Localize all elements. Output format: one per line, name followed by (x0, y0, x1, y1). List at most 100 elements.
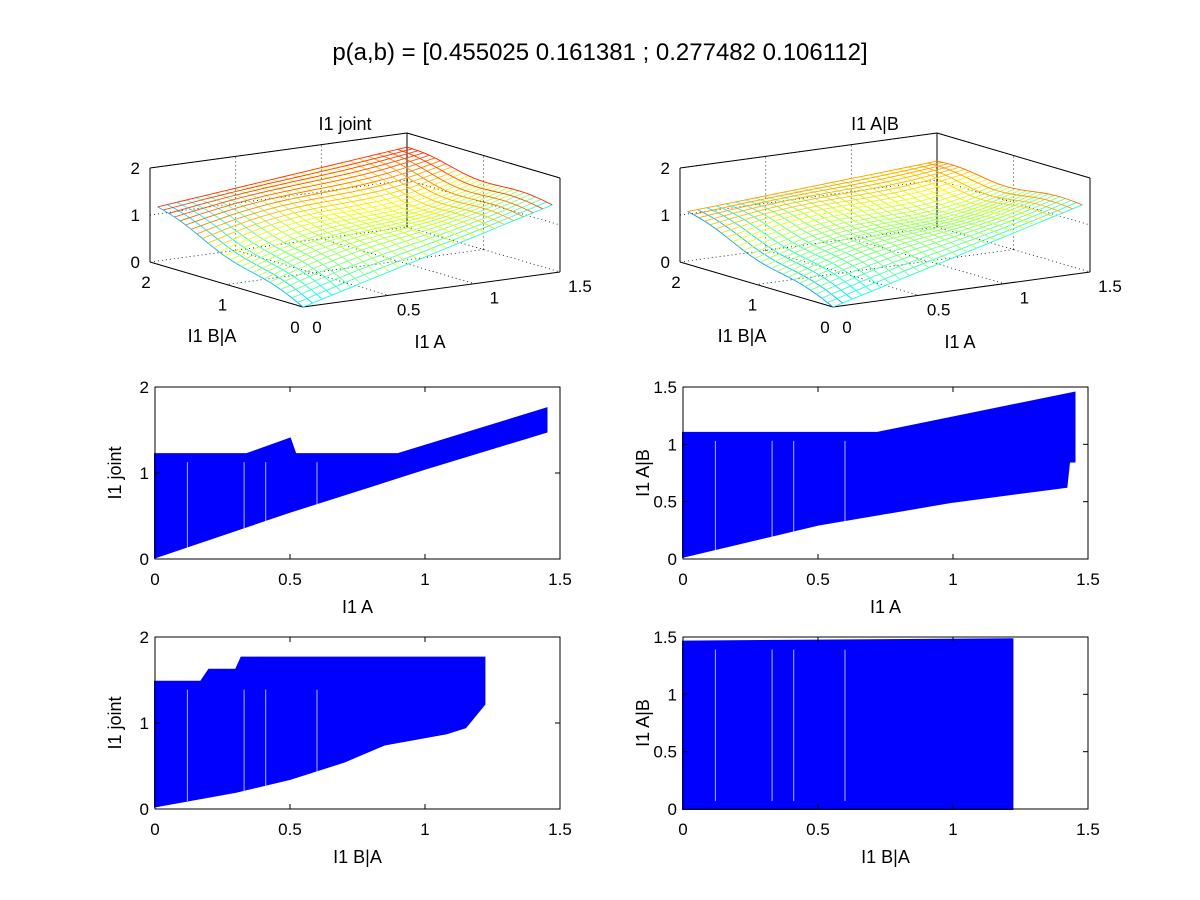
z-tick-label: 0 (661, 253, 670, 272)
y-tick-label: 0.5 (653, 493, 677, 512)
grid-line (149, 179, 408, 216)
surface-mesh-line (869, 174, 1016, 233)
y-tick-label: 1 (140, 464, 149, 483)
grid-line (679, 226, 938, 263)
surface-mesh-line (320, 167, 467, 241)
x-tick-label: 1 (420, 570, 429, 589)
surface-mesh-line (850, 178, 997, 241)
y-tick-label: 0 (668, 800, 677, 819)
surface-mesh-line (224, 177, 475, 257)
grid-line (226, 249, 484, 285)
surface-mesh-line (358, 158, 505, 225)
x-tick-label: 1 (948, 820, 957, 839)
surface-mesh-line (698, 163, 949, 219)
surface-mesh-line (732, 176, 982, 243)
surface-mesh-line (821, 183, 968, 253)
y-tick-label: 2 (671, 273, 680, 292)
x-tick-label: 1 (490, 289, 499, 308)
surface-mesh-line (191, 160, 441, 230)
surface-mesh-line (202, 166, 452, 239)
surface-mesh-line (888, 170, 1035, 225)
x-tick-label: 1.5 (548, 570, 572, 589)
surface-mesh-line (349, 160, 495, 229)
x-tick-label: 1.5 (568, 277, 592, 296)
surface-mesh-line (760, 186, 1010, 263)
surface-mesh-line (748, 183, 999, 256)
x-axis-label: I1 A (414, 332, 445, 352)
x-tick-label: 1 (948, 570, 957, 589)
x-tick-label: 0.5 (278, 570, 302, 589)
scatter-points (154, 407, 548, 559)
x-tick-label: 0.5 (278, 820, 302, 839)
y-tick-label: 0 (668, 550, 677, 569)
x-tick-label: 0 (842, 318, 851, 337)
surface-mesh-line (280, 194, 531, 290)
surface-mesh-line (339, 162, 486, 233)
x-tick-label: 0 (312, 318, 321, 337)
y-tick-label: 0.5 (653, 743, 677, 762)
grid-line (936, 179, 1091, 226)
y-tick-label: 0 (290, 318, 299, 337)
grid-line (406, 132, 561, 179)
y-tick-label: 0 (140, 800, 149, 819)
surface-mesh-line (715, 168, 966, 230)
surface-mesh-line (693, 161, 943, 215)
surface-mesh-line (687, 160, 937, 213)
grid-line (149, 226, 408, 263)
y-tick-label: 1 (668, 435, 677, 454)
y-tick-label: 0 (140, 550, 149, 569)
z-tick-label: 0 (131, 253, 140, 272)
grid-line (149, 261, 304, 308)
y-axis-label: I1 A|B (633, 699, 653, 747)
surface-mesh-line (387, 151, 534, 214)
surface-mesh-line (704, 164, 954, 222)
surface-mesh-line (196, 163, 447, 235)
grid-line (679, 261, 834, 308)
grid-line (936, 226, 1091, 273)
surface-mesh-line (213, 172, 463, 249)
grid-line (679, 132, 938, 169)
scatter-plot-4: 0 0.5 1 1.5 0 0.5 1 1.5 I1 A I1 A|B (633, 378, 1100, 617)
x-tick-label: 0 (150, 570, 159, 589)
scatter-points (682, 391, 1076, 558)
surface-mesh-line (754, 197, 901, 280)
x-tick-label: 0.5 (806, 570, 830, 589)
y-tick-label: 2 (141, 273, 150, 292)
surface-mesh-line (301, 171, 448, 249)
grid-line (406, 226, 561, 273)
grid-line (321, 238, 475, 285)
y-axis-label: I1 B|A (718, 326, 767, 346)
x-tick-label: 0.5 (806, 820, 830, 839)
axes-box (682, 386, 1089, 560)
surface-mesh-line (185, 157, 436, 226)
axes-box (682, 636, 1089, 810)
x-tick-label: 1 (1020, 289, 1029, 308)
surface-mesh-line (754, 185, 1005, 259)
x-tick-label: 1.5 (1098, 277, 1122, 296)
x-axis-label: I1 A (342, 597, 373, 617)
surface-mesh-line (832, 204, 1083, 308)
surface-mesh-line (406, 146, 553, 206)
surface-mesh-line (908, 166, 1054, 218)
surface-mesh-line (898, 168, 1045, 222)
surface-mesh-line (917, 164, 1064, 214)
y-axis-label: I1 B|A (188, 326, 237, 346)
surface-mesh-line (860, 176, 1006, 237)
scatter-points (682, 638, 1014, 810)
grid-line (235, 249, 389, 296)
y-tick-label: 1 (668, 685, 677, 704)
x-tick-label: 1.5 (1076, 570, 1100, 589)
grid-line (756, 249, 1014, 285)
z-tick-label: 2 (661, 159, 670, 178)
x-tick-label: 1.5 (548, 820, 572, 839)
scatter-plot-5: 0 0.5 1 1.5 0 1 2 I1 B|A I1 joint (105, 628, 572, 867)
surface-mesh-line (879, 172, 1025, 229)
y-tick-label: 1 (218, 296, 227, 315)
surface-mesh-line (168, 150, 419, 214)
y-tick-label: 0 (820, 318, 829, 337)
y-tick-label: 1 (140, 714, 149, 733)
x-tick-label: 1 (420, 820, 429, 839)
